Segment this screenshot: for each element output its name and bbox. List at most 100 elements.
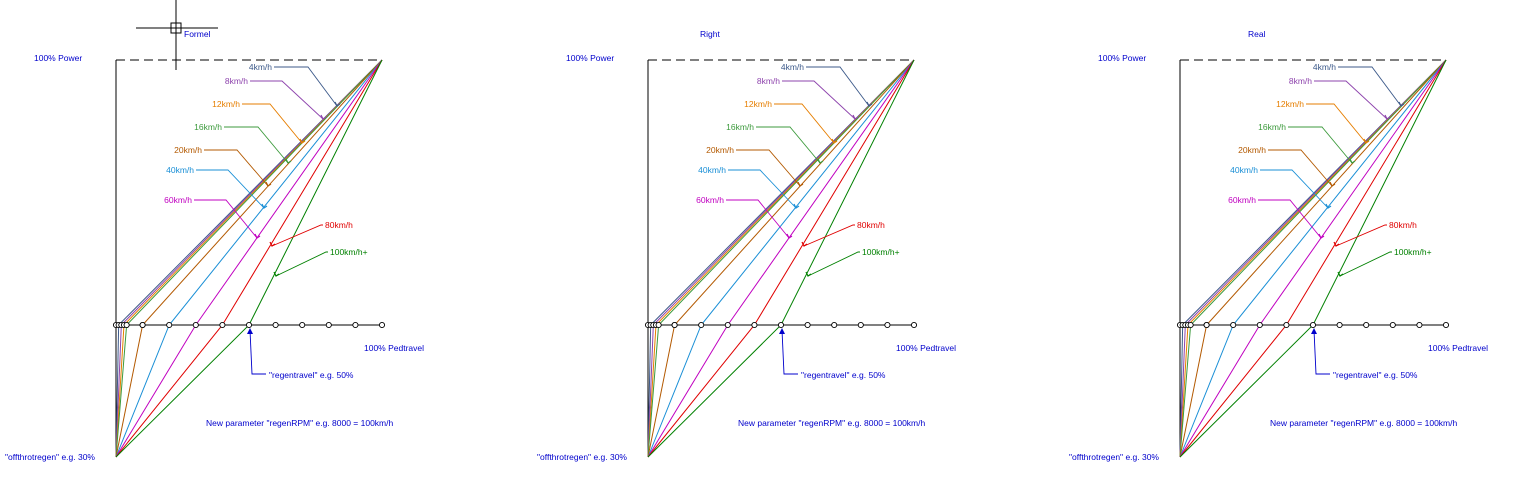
panel-title: Right [700, 29, 720, 39]
pedal-tick [1256, 321, 1263, 329]
panel-real: Real 100% Power 100% Pedtravel "offthrotreg… [1069, 29, 1488, 462]
power-label: 100% Power [1098, 53, 1146, 63]
pedal-tick [777, 321, 785, 329]
series-arrowhead [261, 203, 268, 209]
series-leader [782, 80, 856, 120]
series-label: 100km/h+ [862, 247, 900, 257]
pedtravel-label: 100% Pedtravel [1428, 343, 1488, 353]
pedal-tick [751, 321, 758, 329]
series-arrowhead [1333, 241, 1340, 247]
regentravel-label: "regentravel" e.g. 50% [801, 370, 886, 380]
panel-right: Right 100% Power 100% Pedtravel "offthrotre… [537, 29, 956, 462]
regentravel-leader [249, 329, 266, 375]
series-leader [204, 149, 269, 187]
pedal-tick [245, 321, 253, 329]
series-label: 20km/h [1238, 145, 1266, 155]
pedal-tick [1230, 321, 1237, 329]
series-leader [726, 199, 790, 239]
series-label: 60km/h [164, 195, 192, 205]
series-arrowhead [1329, 181, 1336, 187]
series-leader [756, 126, 821, 164]
series-label: 20km/h [174, 145, 202, 155]
pedal-tick [352, 321, 359, 329]
zero-crossing-marker [123, 321, 130, 329]
series-label: 60km/h [1228, 195, 1256, 205]
series-arrowhead [786, 233, 793, 239]
series-arrowhead [269, 241, 276, 247]
series-leader [274, 66, 338, 107]
series-label: 8km/h [757, 76, 780, 86]
series-label: 16km/h [1258, 122, 1286, 132]
series-arrowhead [1318, 233, 1325, 239]
regentravel-label: "regentravel" e.g. 50% [269, 370, 354, 380]
series-arrowhead [299, 138, 306, 144]
series-arrowhead [273, 271, 280, 277]
pedal-tick [378, 321, 386, 329]
series-arrowhead [1325, 203, 1332, 209]
series-arrowhead [831, 138, 838, 144]
cursor-pickbox [170, 22, 182, 34]
series-label: 60km/h [696, 195, 724, 205]
pedal-tick [272, 321, 279, 329]
series-label: 20km/h [706, 145, 734, 155]
series-arrowhead [805, 271, 812, 277]
regentravel-arrowhead [247, 328, 253, 334]
series-leader [250, 80, 324, 120]
series-label: 100km/h+ [1394, 247, 1432, 257]
pedal-tick [724, 321, 731, 329]
panel-formel: Formel 100% Power 100% Pedtravel "offthrotr… [5, 0, 424, 462]
pedal-tick [299, 321, 306, 329]
series-leader [1335, 224, 1387, 247]
series-arrowhead [320, 114, 327, 120]
zero-crossing-marker [1203, 321, 1210, 329]
series-arrowhead [254, 233, 261, 239]
regentravel-leader [781, 329, 798, 375]
series-leader [196, 169, 265, 209]
series-arrowhead [1384, 114, 1391, 120]
series-arrowhead [285, 158, 292, 164]
series-leader [1268, 149, 1333, 187]
series-leader [807, 251, 860, 277]
series-leader [806, 66, 870, 107]
series-leader [1258, 199, 1322, 239]
panel-title: Real [1248, 29, 1266, 39]
pedtravel-label: 100% Pedtravel [364, 343, 424, 353]
regentravel-arrowhead [779, 328, 785, 334]
series-arrowhead [334, 101, 341, 107]
series-arrowhead [801, 241, 808, 247]
series-leader [224, 126, 289, 164]
series-label: 80km/h [325, 220, 353, 230]
zero-crossing-marker [1187, 321, 1194, 329]
series-label: 12km/h [212, 99, 240, 109]
series-arrowhead [866, 101, 873, 107]
series-leader [1338, 66, 1402, 107]
regenrpm-label: New parameter "regenRPM" e.g. 8000 = 100… [206, 418, 394, 428]
series-label: 4km/h [781, 62, 804, 72]
pedal-tick [857, 321, 864, 329]
pedal-tick [1389, 321, 1396, 329]
offthrotregen-label: "offthrotregen" e.g. 30% [5, 452, 95, 462]
pedal-tick [1442, 321, 1450, 329]
series-label: 12km/h [744, 99, 772, 109]
pedal-tick [884, 321, 891, 329]
series-label: 16km/h [726, 122, 754, 132]
series-label: 80km/h [1389, 220, 1417, 230]
series-label: 100km/h+ [330, 247, 368, 257]
series-leader [194, 199, 258, 239]
series-leader [803, 224, 855, 247]
series-label: 40km/h [1230, 165, 1258, 175]
series-leader [728, 169, 797, 209]
pedal-tick [1309, 321, 1317, 329]
pedal-tick [910, 321, 918, 329]
regentravel-leader [1313, 329, 1330, 375]
series-arrowhead [797, 181, 804, 187]
pedal-tick [192, 321, 199, 329]
offthrotregen-label: "offthrotregen" e.g. 30% [1069, 452, 1159, 462]
pedal-tick [166, 321, 173, 329]
series-label: 40km/h [698, 165, 726, 175]
zero-crossing-marker [655, 321, 662, 329]
offthrotregen-label: "offthrotregen" e.g. 30% [537, 452, 627, 462]
series-arrowhead [1398, 101, 1405, 107]
series-leader [736, 149, 801, 187]
